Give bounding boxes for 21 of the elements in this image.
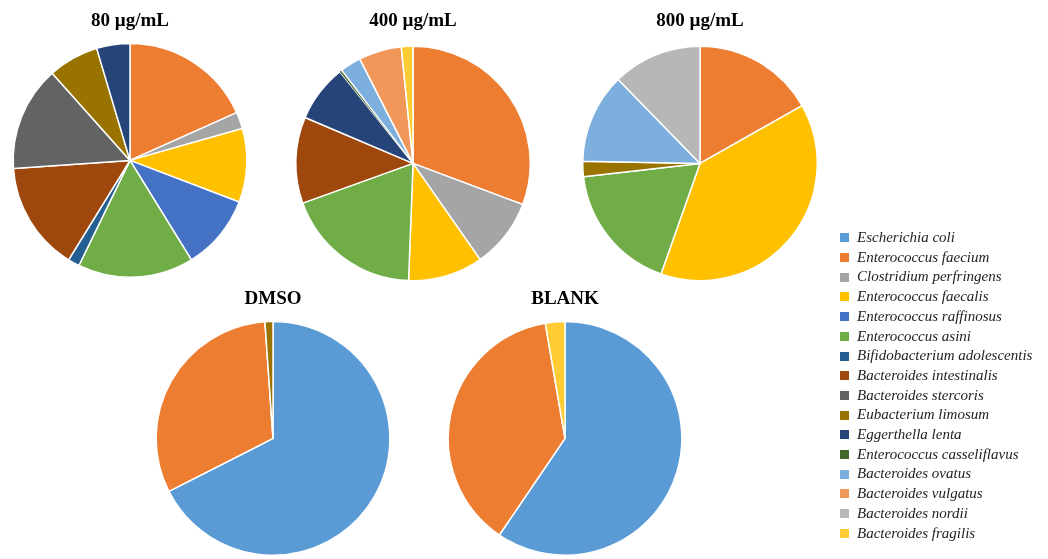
legend-label: Enterococcus faecium [857,247,990,267]
legend-label: Bacteroides stercoris [857,385,984,405]
chart-title: 80 µg/mL [91,9,169,31]
legend-label: Eggerthella lenta [857,425,962,445]
text: BLANK [531,287,599,309]
chart-title: 800 µg/mL [656,9,744,31]
legend-label: Bifidobacterium adolescentis [857,346,1033,366]
legend-label: Escherichia coli [857,228,955,247]
legend-label: Bacteroides vulgatus [857,484,983,504]
legend-label: Enterococcus raffinosus [857,306,1002,326]
chart-title: 400 µg/mL [369,9,457,31]
chart-title: DMSO [244,287,302,309]
legend-label: Eubacterium limosum [857,405,990,425]
legend-label: Clostridium perfringens [857,267,1002,287]
legend-label: Bacteroides fragilis [857,523,976,543]
legend-label: Bacteroides ovatus [857,464,972,484]
legend-label: Enterococcus asini [857,326,972,346]
legend-label: Bacteroides intestinalis [857,365,998,385]
legend-label: Enterococcus casseliflavus [857,444,1019,464]
legend-label: Enterococcus faecalis [857,287,989,307]
legend-label: Bacteroides nordii [857,503,968,523]
